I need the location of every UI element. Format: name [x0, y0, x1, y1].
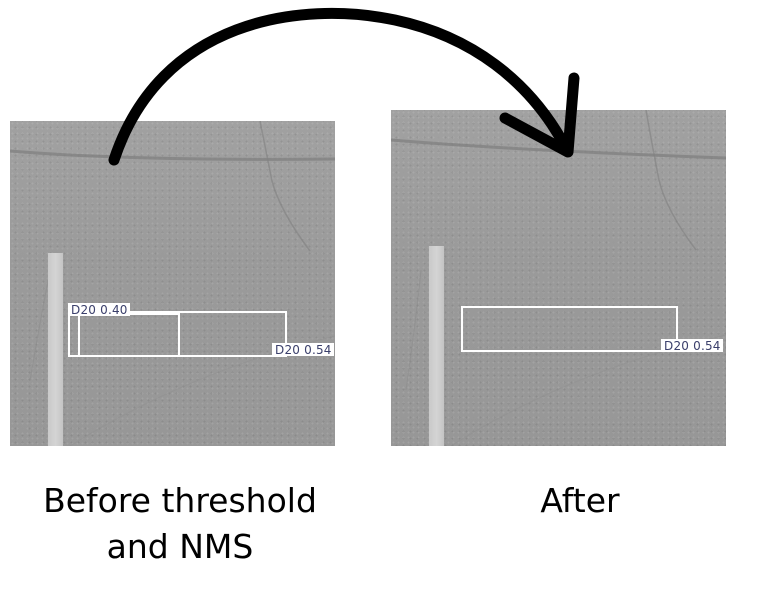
caption-before: Before threshold and NMS — [0, 478, 360, 570]
detection-label: D20 0.40 — [68, 303, 130, 316]
before-image-panel: D20 0.40 D20 0.54 — [10, 121, 335, 446]
caption-after: After — [540, 481, 620, 520]
white-pole — [429, 246, 444, 446]
detection-label: D20 0.54 — [272, 343, 334, 356]
detection-label: D20 0.54 — [661, 339, 723, 352]
white-pole — [48, 253, 63, 446]
caption-before-line2: and NMS — [106, 527, 254, 566]
after-image-panel: D20 0.54 — [391, 110, 726, 446]
caption-before-line1: Before threshold — [43, 481, 317, 520]
bounding-box — [461, 306, 678, 352]
